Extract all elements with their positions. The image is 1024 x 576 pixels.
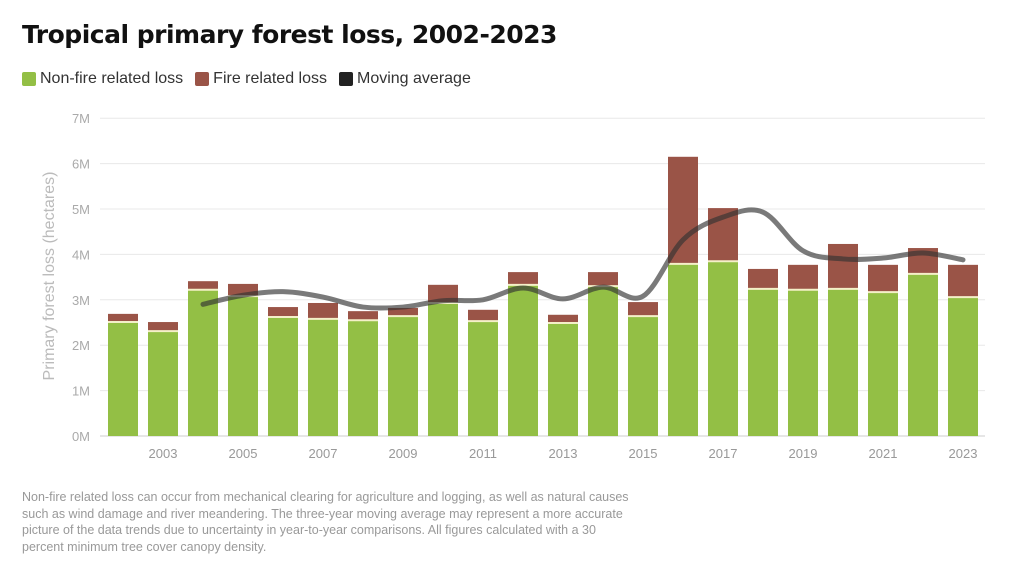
- bar-non-fire: [908, 273, 938, 436]
- bar-non-fire: [628, 316, 658, 436]
- bar-fire: [348, 311, 378, 321]
- x-tick-label: 2023: [949, 446, 978, 461]
- bar-non-fire: [228, 296, 258, 436]
- legend-label: Moving average: [357, 70, 471, 87]
- bar-fire: [468, 309, 498, 322]
- bar-fire: [548, 314, 578, 323]
- bar-non-fire: [268, 317, 298, 436]
- y-tick-label: 7M: [72, 111, 90, 126]
- bar-fire: [148, 322, 178, 332]
- y-tick-label: 1M: [72, 384, 90, 399]
- bar-non-fire: [948, 297, 978, 436]
- bar-non-fire: [868, 292, 898, 436]
- bar-non-fire: [588, 286, 618, 436]
- bar-non-fire: [428, 302, 458, 436]
- bar-non-fire: [508, 284, 538, 436]
- bar-fire: [748, 268, 778, 289]
- bar-non-fire: [308, 318, 338, 436]
- caption: Non-fire related loss can occur from mec…: [22, 490, 629, 554]
- x-tick-label: 2009: [389, 446, 418, 461]
- bar-fire: [668, 156, 698, 264]
- x-tick-label: 2005: [229, 446, 258, 461]
- legend-item-non-fire: Non-fire related loss: [22, 70, 183, 88]
- legend-item-fire: Fire related loss: [195, 70, 327, 88]
- legend-label: Fire related loss: [213, 70, 327, 87]
- bar-non-fire: [108, 322, 138, 436]
- bar-fire: [948, 264, 978, 298]
- x-tick-label: 2003: [149, 446, 178, 461]
- x-tick-label: 2019: [789, 446, 818, 461]
- bar-non-fire: [188, 289, 218, 436]
- x-tick-label: 2013: [549, 446, 578, 461]
- y-tick-label: 6M: [72, 157, 90, 172]
- y-tick-label: 3M: [72, 293, 90, 308]
- bar-non-fire: [828, 288, 858, 436]
- y-tick-label: 0M: [72, 429, 90, 444]
- legend: Non-fire related loss Fire related loss …: [22, 70, 471, 88]
- bar-fire: [268, 307, 298, 318]
- legend-item-moving-average: Moving average: [339, 70, 471, 88]
- bar-fire: [308, 302, 338, 319]
- bar-non-fire: [748, 288, 778, 436]
- chart-title: Tropical primary forest loss, 2002-2023: [22, 20, 557, 49]
- bar-fire: [108, 313, 138, 323]
- x-tick-label: 2015: [629, 446, 658, 461]
- bar-non-fire: [468, 321, 498, 436]
- x-tick-label: 2021: [869, 446, 898, 461]
- legend-label: Non-fire related loss: [40, 70, 184, 87]
- bar-non-fire: [668, 263, 698, 436]
- x-tick-label: 2011: [469, 446, 497, 461]
- bar-fire: [628, 302, 658, 317]
- bar-fire: [788, 264, 818, 290]
- x-tick-label: 2017: [709, 446, 738, 461]
- y-tick-label: 4M: [72, 247, 90, 262]
- bar-fire: [508, 272, 538, 285]
- bar-non-fire: [548, 322, 578, 436]
- bar-non-fire: [348, 320, 378, 436]
- legend-swatch: [195, 72, 210, 86]
- legend-swatch: [339, 72, 353, 86]
- bar-fire: [588, 272, 618, 287]
- legend-swatch: [22, 72, 36, 86]
- bar-fire: [388, 307, 418, 317]
- y-tick-label: 2M: [72, 338, 90, 353]
- x-tick-label: 2007: [309, 446, 338, 461]
- bar-non-fire: [708, 261, 738, 436]
- bar-non-fire: [388, 316, 418, 436]
- bar-non-fire: [788, 289, 818, 436]
- y-tick-label: 5M: [72, 202, 90, 217]
- moving-average-line: [200, 207, 966, 311]
- bar-fire: [828, 243, 858, 289]
- chart-plot: 0M 1M 2M 3M 4M 5M 6M 7M Primary forest loss (hec…: [41, 111, 985, 461]
- bar-non-fire: [148, 331, 178, 436]
- bar-fire: [868, 264, 898, 293]
- y-axis-label: Primary forest loss (hectares): [41, 172, 58, 381]
- bar-fire: [188, 281, 218, 290]
